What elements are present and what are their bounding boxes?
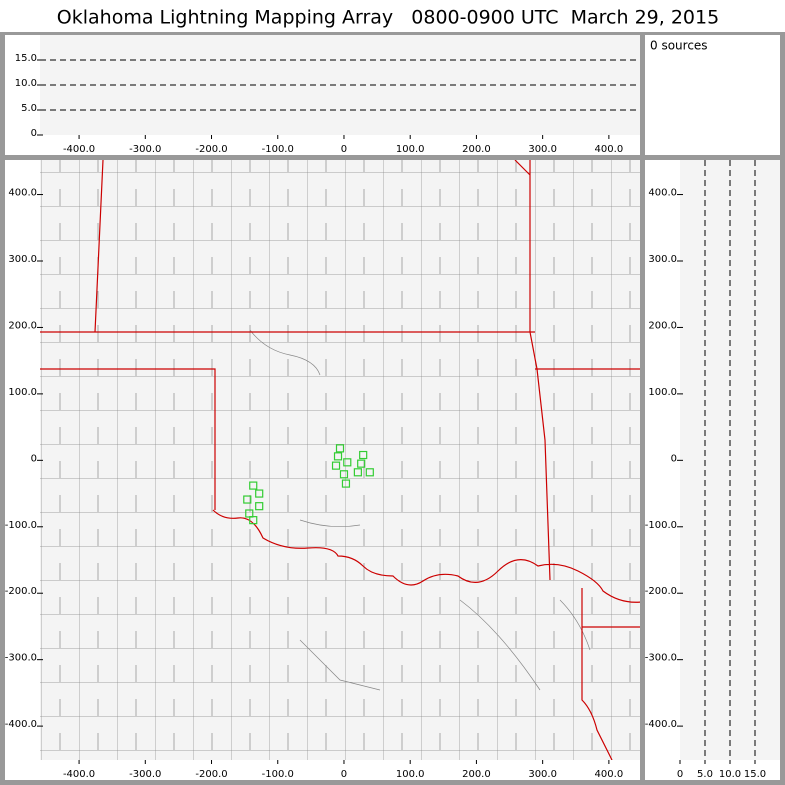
- x-tick-label: -300.0: [129, 144, 161, 155]
- y-tick-label: 300.0: [8, 254, 37, 265]
- y-tick-label: 100.0: [648, 387, 677, 398]
- lightning-source: [335, 444, 345, 453]
- lightning-source: [343, 458, 352, 467]
- x-tick-label: -400.0: [63, 144, 95, 155]
- x-tick-label: -100.0: [262, 144, 294, 155]
- lightning-source: [255, 502, 264, 511]
- x-tick-label: 400.0: [595, 144, 624, 155]
- x-tick-label: 300.0: [528, 144, 557, 155]
- y-tick-label: 5.0: [21, 103, 37, 114]
- lightning-source: [255, 489, 264, 498]
- y-tick-label: 0: [31, 453, 37, 464]
- y-tick-label: 200.0: [648, 320, 677, 331]
- x-tick-label: 15.0: [744, 769, 766, 780]
- lightning-source: [357, 459, 366, 468]
- x-tick-label: -400.0: [63, 769, 95, 780]
- y-tick-label: 0: [31, 128, 37, 139]
- y-tick-label: -100.0: [5, 520, 37, 531]
- x-tick-label: 100.0: [396, 769, 425, 780]
- lightning-source: [359, 450, 368, 460]
- y-tick-label: -200.0: [645, 586, 677, 597]
- y-tick-label: -400.0: [645, 719, 677, 730]
- lightning-source: [339, 470, 349, 479]
- title: Oklahoma Lightning Mapping Array 0800-09…: [57, 7, 719, 29]
- y-tick-label: -300.0: [645, 653, 677, 664]
- y-tick-label: 100.0: [8, 387, 37, 398]
- lightning-source: [331, 461, 341, 470]
- x-tick-label: 0: [677, 769, 683, 780]
- rivers: [249, 329, 591, 691]
- y-tick-label: -400.0: [5, 719, 37, 730]
- x-tick-label: -300.0: [129, 769, 161, 780]
- lightning-source: [333, 452, 343, 461]
- lightning-source: [243, 495, 252, 504]
- y-tick-label: -200.0: [5, 586, 37, 597]
- x-tick-label: 10.0: [719, 769, 741, 780]
- x-tick-label: 200.0: [462, 769, 491, 780]
- y-tick-label: 400.0: [648, 188, 677, 199]
- y-tick-label: 300.0: [648, 254, 677, 265]
- x-tick-label: -200.0: [195, 144, 227, 155]
- lightning-source: [341, 479, 351, 488]
- x-tick-label: 0: [341, 769, 347, 780]
- lightning-source: [249, 481, 258, 490]
- y-tick-label: -100.0: [645, 520, 677, 531]
- y-tick-label: 0: [671, 453, 677, 464]
- state-borders: [40, 160, 640, 760]
- x-tick-label: 300.0: [528, 769, 557, 780]
- lightning-source: [249, 516, 258, 525]
- lightning-source: [365, 468, 374, 477]
- y-tick-label: 200.0: [8, 320, 37, 331]
- y-tick-label: 10.0: [15, 78, 37, 89]
- title-bar: [0, 0, 785, 32]
- x-tick-label: 0: [341, 144, 347, 155]
- x-tick-label: -200.0: [195, 769, 227, 780]
- source-count: 0 sources: [650, 39, 708, 53]
- y-tick-label: -300.0: [5, 653, 37, 664]
- lightning-source: [353, 468, 362, 477]
- x-tick-label: 5.0: [697, 769, 713, 780]
- y-tick-label: 15.0: [15, 53, 37, 64]
- source-panel: [645, 35, 780, 155]
- x-tick-label: 200.0: [462, 144, 491, 155]
- x-tick-label: 400.0: [595, 769, 624, 780]
- y-tick-label: 400.0: [8, 188, 37, 199]
- x-tick-label: 100.0: [396, 144, 425, 155]
- x-tick-label: -100.0: [262, 769, 294, 780]
